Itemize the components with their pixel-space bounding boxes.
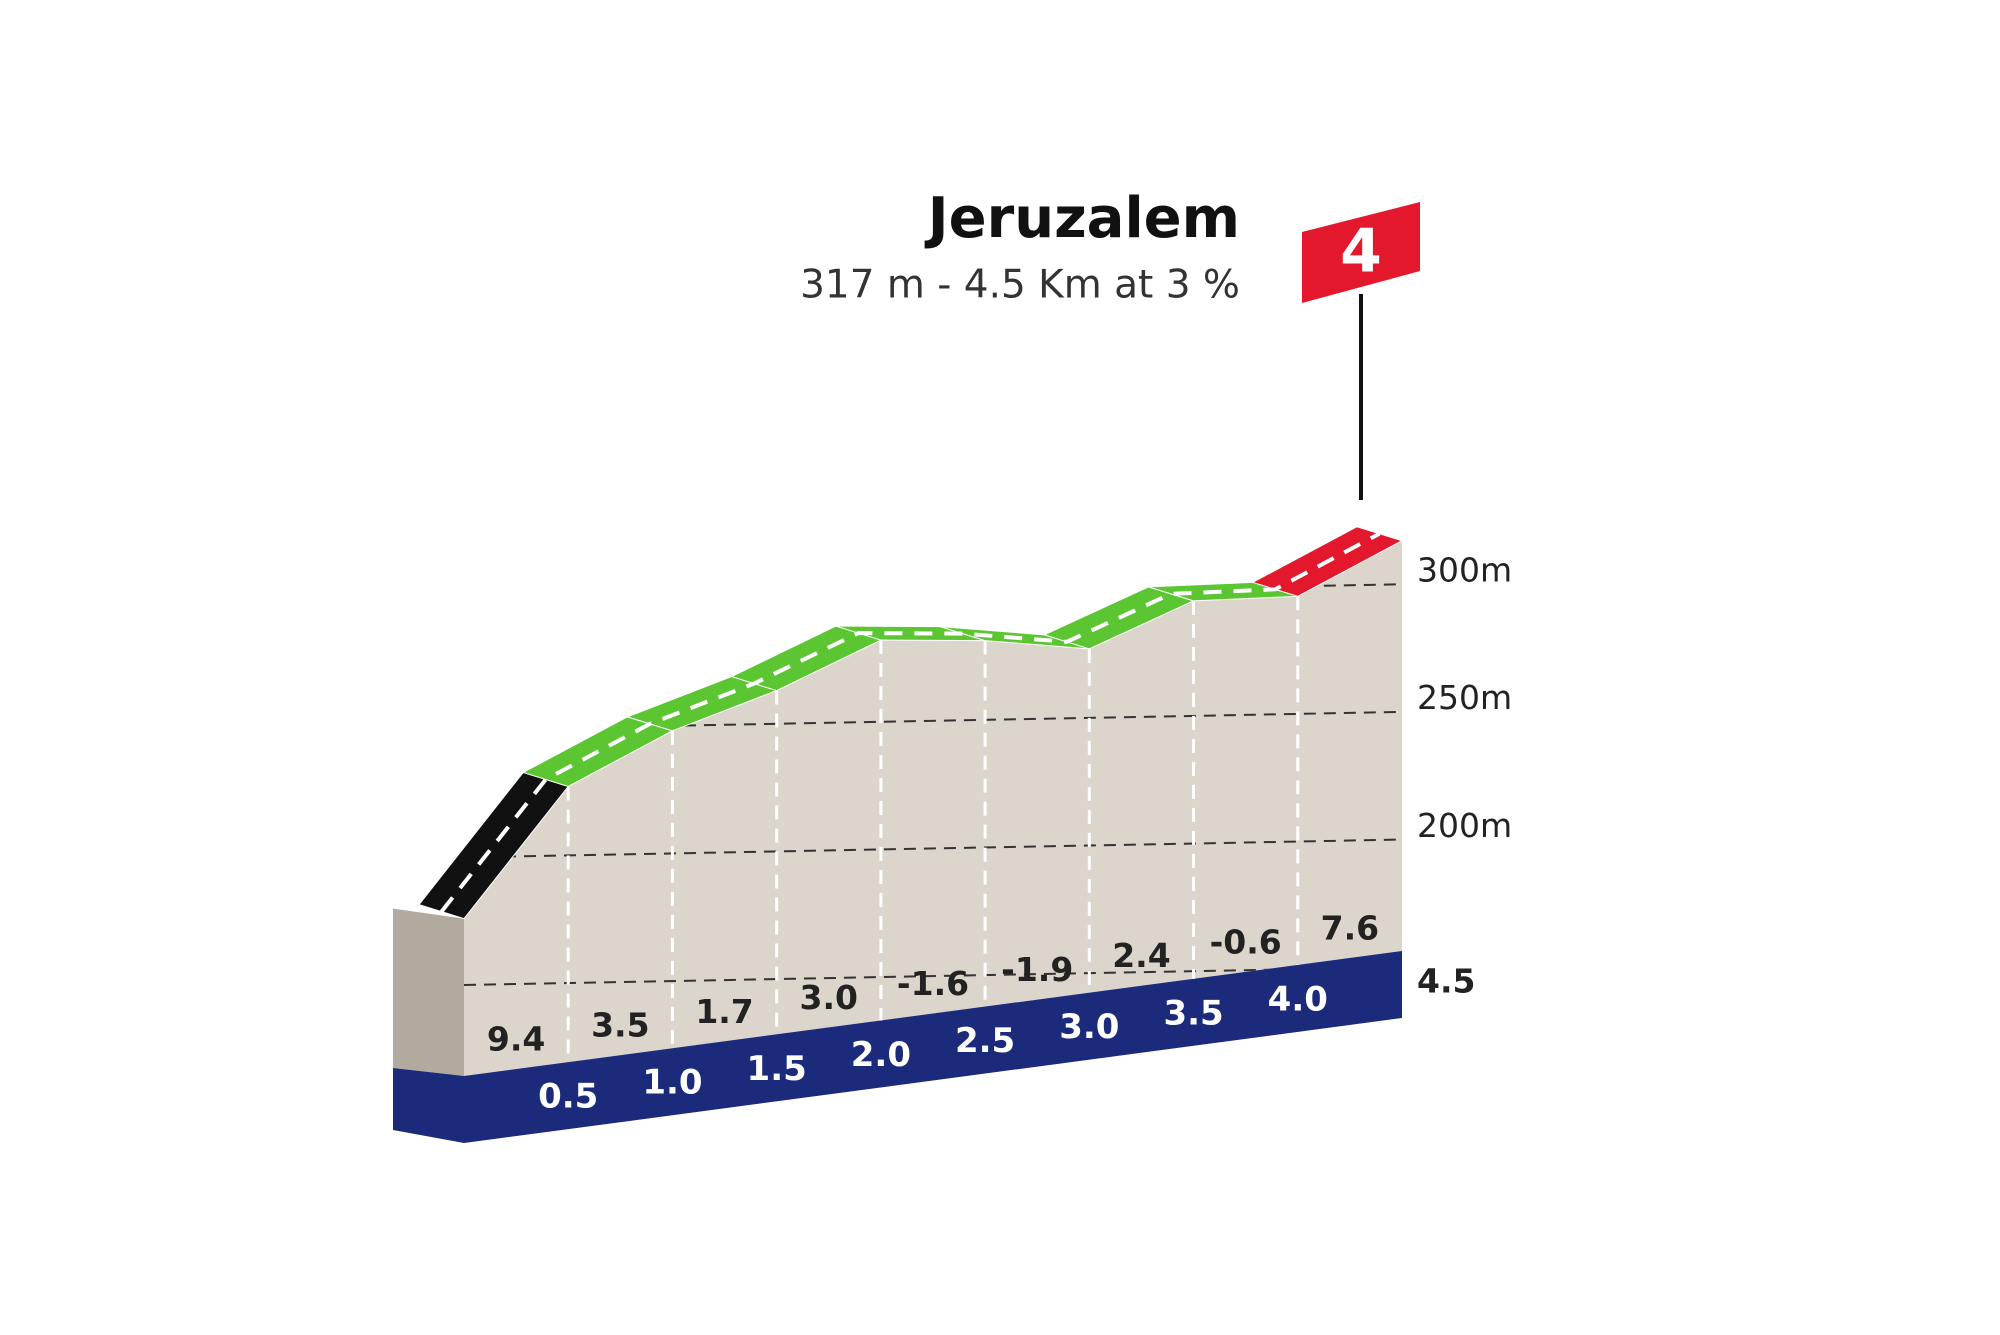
x-tick-label: 3.0 (1059, 1007, 1119, 1047)
y-tick-label: 300m (1417, 551, 1512, 590)
gradient-label: 3.5 (591, 1006, 649, 1045)
y-tick-label: 200m (1417, 806, 1512, 845)
gradient-label: 3.0 (800, 978, 858, 1017)
side-band (393, 1068, 464, 1143)
gradient-label: -1.9 (1001, 950, 1073, 989)
x-tick-label: 3.5 (1163, 993, 1223, 1033)
gradient-label: 7.6 (1321, 908, 1379, 947)
gradient-label: -1.6 (897, 964, 969, 1003)
gradient-label: 1.7 (695, 992, 753, 1031)
side-face (393, 908, 464, 1076)
x-tick-label: 2.0 (851, 1035, 911, 1075)
grid-line (464, 710, 1402, 731)
grid-line (464, 838, 1402, 859)
climb-subtitle: 317 m - 4.5 Km at 3 % (800, 263, 1240, 308)
gradient-label: 2.4 (1112, 936, 1170, 975)
grid-line (464, 966, 1402, 986)
road-centerline (439, 531, 1381, 913)
y-tick-label: 250m (1417, 678, 1512, 717)
flag (1302, 202, 1420, 303)
x-tick-label: 1.5 (747, 1049, 807, 1089)
climb-category: 4 (1340, 217, 1382, 287)
distance-band (464, 951, 1402, 1143)
x-tick-label: 0.5 (538, 1077, 598, 1117)
x-tick-label: 4.0 (1268, 979, 1328, 1019)
gradient-label: -0.6 (1210, 922, 1282, 961)
x-tick-label: 4.5 (1417, 962, 1475, 1001)
x-tick-label: 2.5 (955, 1021, 1015, 1061)
profile-face (464, 540, 1402, 1076)
gradient-label: 9.4 (487, 1020, 545, 1059)
x-tick-label: 1.0 (642, 1063, 702, 1103)
climb-title: Jeruzalem (924, 186, 1240, 251)
